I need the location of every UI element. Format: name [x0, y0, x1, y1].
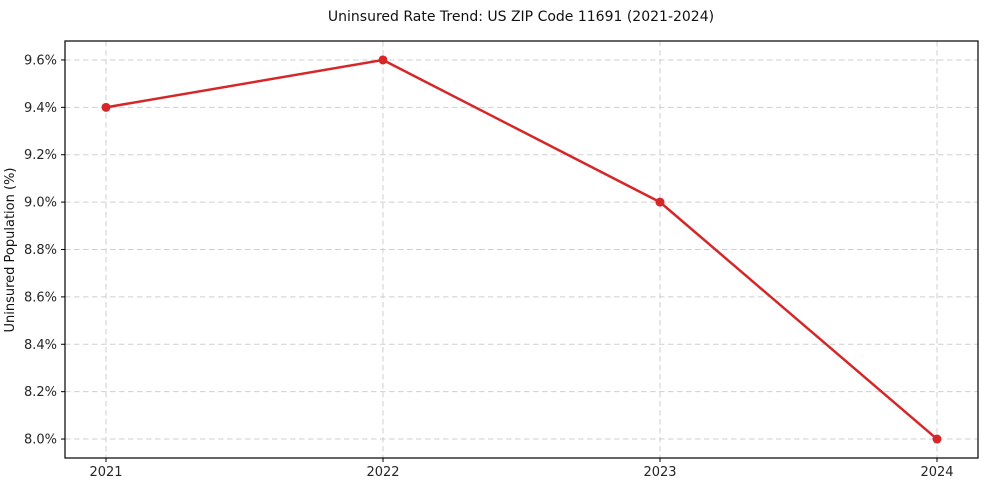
y-tick-label: 8.0%	[24, 433, 57, 448]
grid-layer	[65, 41, 978, 458]
x-tick-label: 2023	[643, 465, 676, 480]
y-tick-label: 8.8%	[24, 243, 57, 258]
data-point-2023	[655, 197, 665, 207]
x-tick-label: 2024	[920, 465, 953, 480]
y-tick-label: 8.6%	[24, 290, 57, 305]
x-tick-label: 2022	[366, 465, 399, 480]
y-tick-label: 9.6%	[24, 53, 57, 68]
y-tick-label: 9.4%	[24, 101, 57, 116]
y-axis-label: Uninsured Population (%)	[3, 168, 18, 333]
data-point-2024	[932, 434, 942, 444]
y-tick-label: 9.2%	[24, 148, 57, 163]
axis-layer: 8.0% 8.2% 8.4% 8.6% 8.8% 9.0% 9.2% 9.4% 9.6% 2021…	[24, 40, 979, 480]
x-tick-label: 2021	[89, 465, 122, 480]
y-tick-label: 9.0%	[24, 196, 57, 211]
data-point-2021	[101, 102, 111, 112]
y-tick-label: 8.4%	[24, 338, 57, 353]
trend-line	[104, 58, 939, 441]
y-tick-label: 8.2%	[24, 385, 57, 400]
series-layer	[101, 55, 942, 444]
chart-title: Uninsured Rate Trend: US ZIP Code 11691 …	[328, 9, 714, 25]
data-point-2022	[378, 55, 388, 65]
